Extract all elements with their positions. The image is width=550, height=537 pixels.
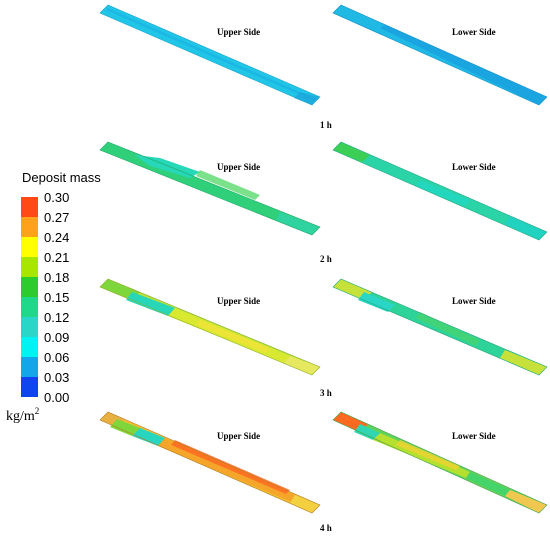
- pipe-2h-upper: [99, 141, 321, 236]
- legend-tick-label: 0.03: [44, 370, 69, 385]
- legend-tick-label: 0.18: [44, 270, 69, 285]
- color-bar-band: [21, 237, 38, 257]
- legend-tick-label: 0.06: [44, 350, 69, 365]
- lower-side-label-4h: Lower Side: [452, 431, 496, 441]
- legend-ticks: 0.30 0.27 0.24 0.21 0.18 0.15 0.12 0.09 …: [44, 190, 69, 405]
- upper-side-label-3h: Upper Side: [217, 296, 260, 306]
- time-labels: 1 h 2 h 3 h 4 h: [320, 120, 332, 533]
- color-bar-band: [21, 197, 38, 217]
- legend-tick-label: 0.15: [44, 290, 69, 305]
- legend-unit-exponent: 2: [35, 406, 40, 416]
- legend-tick-label: 0.09: [44, 330, 69, 345]
- pipe-4h-lower: [332, 411, 548, 514]
- legend-title: Deposit mass: [22, 170, 101, 185]
- color-bar-band: [21, 297, 38, 317]
- pipe-3h-upper: [99, 278, 321, 376]
- legend-tick-label: 0.24: [44, 230, 69, 245]
- color-bar-band: [21, 337, 38, 357]
- pipe-1h-lower: [332, 4, 548, 106]
- lower-side-label-1h: Lower Side: [452, 27, 496, 37]
- upper-side-label-1h: Upper Side: [217, 27, 260, 37]
- legend-tick-label: 0.12: [44, 310, 69, 325]
- color-bar-band: [21, 217, 38, 237]
- color-bar-band: [21, 377, 38, 397]
- time-label-2h: 2 h: [320, 254, 332, 264]
- legend-unit-base: kg/m: [6, 409, 35, 424]
- legend-unit: kg/m2: [6, 406, 39, 424]
- pipe-3h-lower: [332, 278, 548, 376]
- lower-side-label-2h: Lower Side: [452, 162, 496, 172]
- color-bar: [21, 197, 38, 397]
- legend-tick-label: 0.21: [44, 250, 69, 265]
- time-label-3h: 3 h: [320, 388, 332, 398]
- time-label-1h: 1 h: [320, 120, 332, 130]
- time-label-4h: 4 h: [320, 523, 332, 533]
- color-bar-band: [21, 277, 38, 297]
- upper-side-label-2h: Upper Side: [217, 162, 260, 172]
- upper-side-label-4h: Upper Side: [217, 431, 260, 441]
- pipe-2h-lower: [332, 141, 548, 241]
- legend-tick-label: 0.30: [44, 190, 69, 205]
- color-bar-band: [21, 257, 38, 277]
- lower-side-label-3h: Lower Side: [452, 296, 496, 306]
- color-bar-band: [21, 317, 38, 337]
- legend-tick-label: 0.27: [44, 210, 69, 225]
- legend: Deposit mass 0.30 0.27 0.24 0.21 0.18 0.…: [6, 170, 101, 424]
- pipe-4h-upper: [99, 411, 321, 514]
- side-labels: Upper Side Lower Side Upper Side Lower S…: [217, 27, 496, 441]
- color-bar-band: [21, 357, 38, 377]
- legend-tick-label: 0.00: [44, 390, 69, 405]
- pipe-1h-upper: [99, 4, 321, 106]
